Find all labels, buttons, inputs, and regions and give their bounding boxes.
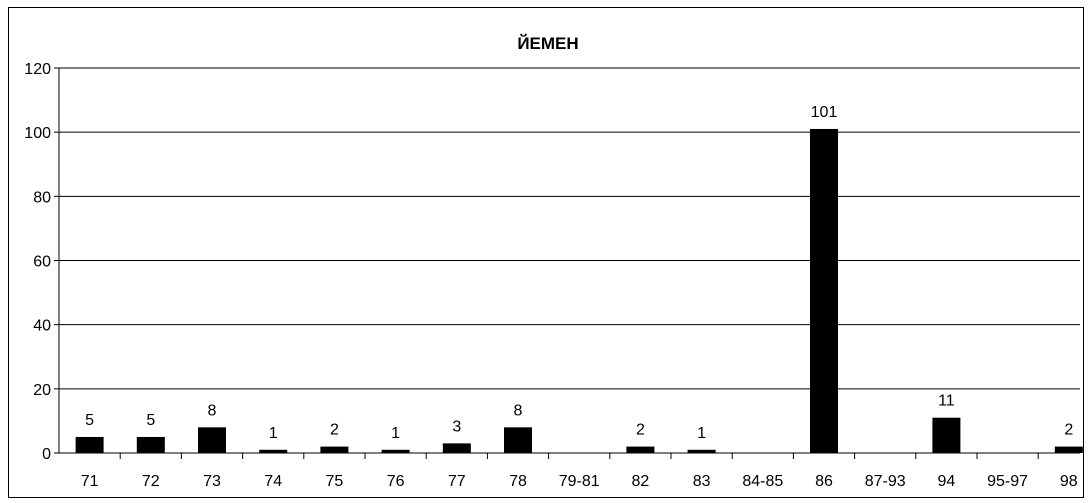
x-tick-label: 87-93 xyxy=(865,473,906,490)
data-label: 2 xyxy=(636,422,645,439)
data-label: 2 xyxy=(330,422,339,439)
chart-frame xyxy=(8,7,1084,498)
chart-title: ЙЕМЕН xyxy=(517,34,578,53)
bar xyxy=(442,443,471,453)
bar xyxy=(687,449,716,453)
bar xyxy=(136,436,165,453)
bar xyxy=(504,427,532,453)
x-axis-ticks: 71 72 73 74 75 76 77 78 79-81 82 83 84-85 86 87-93 94 9… xyxy=(81,453,1078,490)
y-axis-ticks: 0 20 40 60 80 100 120 xyxy=(24,61,59,463)
y-tick-label: 0 xyxy=(42,446,51,463)
data-label: 1 xyxy=(269,425,278,442)
x-tick-label: 76 xyxy=(387,473,405,490)
x-tick-label: 95-97 xyxy=(987,473,1028,490)
bar xyxy=(381,449,410,453)
x-tick-label: 82 xyxy=(632,473,650,490)
x-tick-label: 74 xyxy=(264,473,282,490)
y-tick-label: 40 xyxy=(33,318,51,335)
data-label: 5 xyxy=(85,412,94,429)
bars xyxy=(75,128,1083,454)
x-tick-label: 77 xyxy=(448,473,466,490)
y-tick-label: 120 xyxy=(24,61,51,78)
data-label: 1 xyxy=(391,425,400,442)
y-tick-label: 60 xyxy=(33,254,51,271)
data-labels: 5 5 8 1 2 1 3 8 2 1 101 11 2 xyxy=(85,104,1073,442)
x-tick-label: 71 xyxy=(81,473,99,490)
data-label: 5 xyxy=(146,412,155,429)
x-tick-label: 72 xyxy=(142,473,160,490)
data-label: 11 xyxy=(938,393,955,410)
x-tick-label: 84-85 xyxy=(742,473,783,490)
axes xyxy=(58,68,1080,454)
bar xyxy=(198,427,226,453)
y-tick-label: 100 xyxy=(24,125,51,142)
bar xyxy=(932,417,961,453)
bar xyxy=(75,436,104,453)
bar xyxy=(626,446,655,453)
data-label: 2 xyxy=(1064,422,1073,439)
x-tick-label: 86 xyxy=(815,473,833,490)
bar xyxy=(320,446,349,453)
data-label: 1 xyxy=(697,425,706,442)
x-tick-label: 79-81 xyxy=(559,473,600,490)
x-tick-label: 78 xyxy=(509,473,527,490)
x-tick-label: 94 xyxy=(938,473,956,490)
y-tick-label: 20 xyxy=(33,382,51,399)
y-tick-label: 80 xyxy=(33,189,51,206)
x-tick-label: 75 xyxy=(326,473,344,490)
data-label: 3 xyxy=(452,418,461,435)
bar xyxy=(259,449,288,453)
x-tick-label: 73 xyxy=(203,473,221,490)
data-label: 8 xyxy=(208,402,217,419)
data-label: 8 xyxy=(514,402,523,419)
x-tick-label: 83 xyxy=(693,473,711,490)
data-label: 101 xyxy=(811,104,838,121)
bar xyxy=(810,128,838,454)
bar xyxy=(1054,446,1083,453)
x-tick-label: 98 xyxy=(1060,473,1078,490)
gridlines xyxy=(59,67,1080,390)
